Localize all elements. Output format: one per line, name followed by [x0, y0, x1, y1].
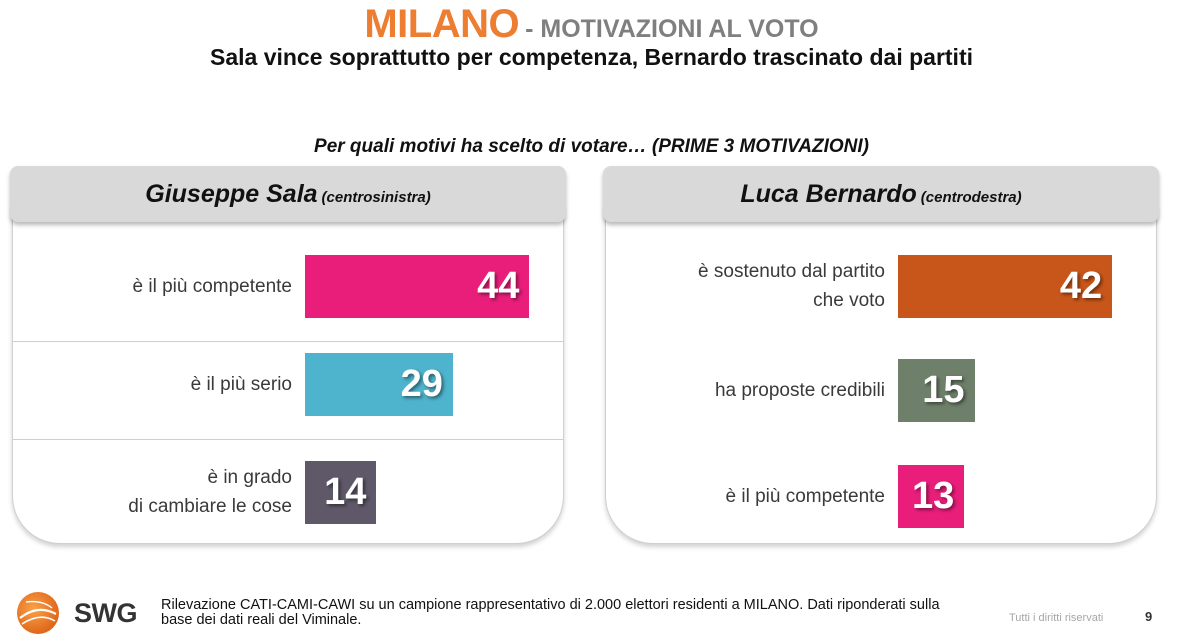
bar: 42	[898, 255, 1113, 318]
page-subtitle: Sala vince soprattutto per competenza, B…	[209, 44, 973, 70]
bar-label: è il più serio	[190, 373, 292, 395]
bar-value-label: 15	[922, 369, 965, 411]
bar-value-label: 42	[1059, 265, 1103, 307]
bar-value-label: 44	[477, 265, 520, 307]
bar: 44	[305, 255, 530, 318]
candidate-name: Luca Bernardo	[740, 180, 917, 208]
candidate-party: (centrosinistra)	[321, 189, 431, 206]
bar-value-label: 29	[400, 363, 443, 405]
page-number: 9	[1145, 609, 1153, 624]
bar: 13	[898, 465, 965, 528]
page-title: MILANO	[364, 2, 520, 46]
panel-header: Luca Bernardo (centrodestra)	[603, 166, 1159, 222]
candidate-party: (centrodestra)	[920, 189, 1022, 206]
logo-text: SWG	[74, 598, 138, 628]
bar-label: è il più competente	[132, 275, 293, 297]
chart-panel-bernardo: Luca Bernardo (centrodestra) è sostenuto …	[603, 166, 1159, 544]
title-row: MILANO - MOTIVAZIONI AL VOTO	[0, 2, 1183, 47]
bar: 15	[898, 359, 975, 422]
row-divider	[13, 439, 563, 440]
bar-label: è in grado di cambiare le cose	[128, 467, 292, 517]
bar-label: è il più competente	[725, 485, 886, 507]
bar-value-label: 14	[324, 471, 367, 513]
methodology-note: Rilevazione CATI-CAMI-CAWI su un campion…	[161, 597, 940, 628]
bar-value-label: 13	[912, 475, 955, 517]
candidate-name: Giuseppe Sala	[145, 180, 318, 208]
bar-label: è sostenuto dal partito che voto	[698, 261, 885, 311]
copyright-text: Tutti i diritti riservati	[1009, 612, 1104, 624]
swg-logo-icon	[17, 592, 59, 634]
panel-header: Giuseppe Sala (centrosinistra)	[10, 166, 566, 222]
survey-question: Per quali motivi ha scelto di votare… (P…	[314, 136, 869, 157]
bar: 29	[305, 353, 453, 416]
chart-panel-sala: Giuseppe Sala (centrosinistra) è il più c…	[10, 166, 566, 544]
row-divider	[13, 341, 563, 342]
bar-label: ha proposte credibili	[714, 379, 885, 401]
bar: 14	[305, 461, 377, 524]
page-title-suffix: - MOTIVAZIONI AL VOTO	[525, 15, 819, 43]
